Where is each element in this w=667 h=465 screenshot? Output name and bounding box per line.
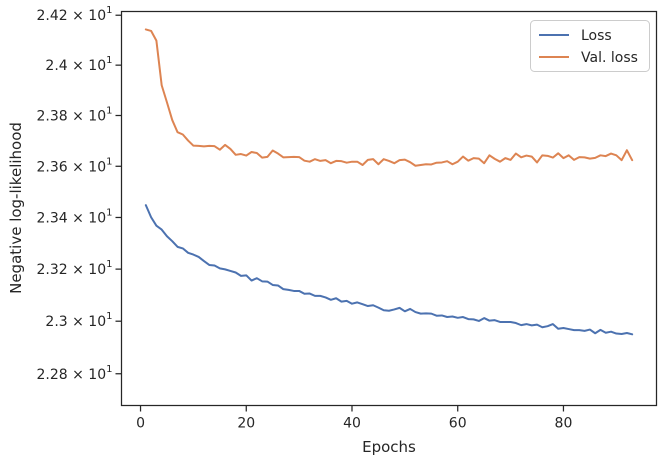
series-line-0 (144, 204, 634, 336)
legend-label-val-loss: Val. loss (581, 50, 638, 66)
y-tick-label-2: 2.32 × 101 (37, 259, 113, 278)
y-tick-label-1: 2.3 × 101 (45, 311, 112, 330)
x-tick-label-1: 20 (237, 416, 255, 432)
legend-box (530, 20, 650, 72)
x-tick-label-2: 40 (343, 416, 361, 432)
x-tick-label-0: 0 (136, 416, 145, 432)
series-line-1 (144, 28, 634, 167)
legend-label-loss: Loss (581, 28, 612, 44)
y-tick-label-3: 2.34 × 101 (37, 207, 113, 226)
legend: Loss Val. loss (530, 20, 650, 72)
x-tick-label-3: 60 (449, 416, 467, 432)
y-tick-label-5: 2.38 × 101 (37, 106, 113, 125)
y-tick-label-6: 2.4 × 101 (45, 55, 112, 74)
x-axis-label: Epochs (362, 438, 416, 456)
plot-lines (144, 28, 634, 336)
y-axis: 2.28 × 101 2.3 × 101 2.32 × 101 2.34 × 101 2… (37, 5, 122, 383)
y-tick-label-4: 2.36 × 101 (37, 156, 113, 175)
plot-frame (120, 10, 658, 407)
y-tick-label-7: 2.42 × 101 (37, 5, 113, 24)
x-tick-label-4: 80 (555, 416, 573, 432)
y-axis-label: Negative log-likelihood (7, 122, 25, 294)
x-axis: 0 20 40 60 80 (136, 405, 573, 432)
y-tick-label-0: 2.28 × 101 (37, 364, 113, 383)
